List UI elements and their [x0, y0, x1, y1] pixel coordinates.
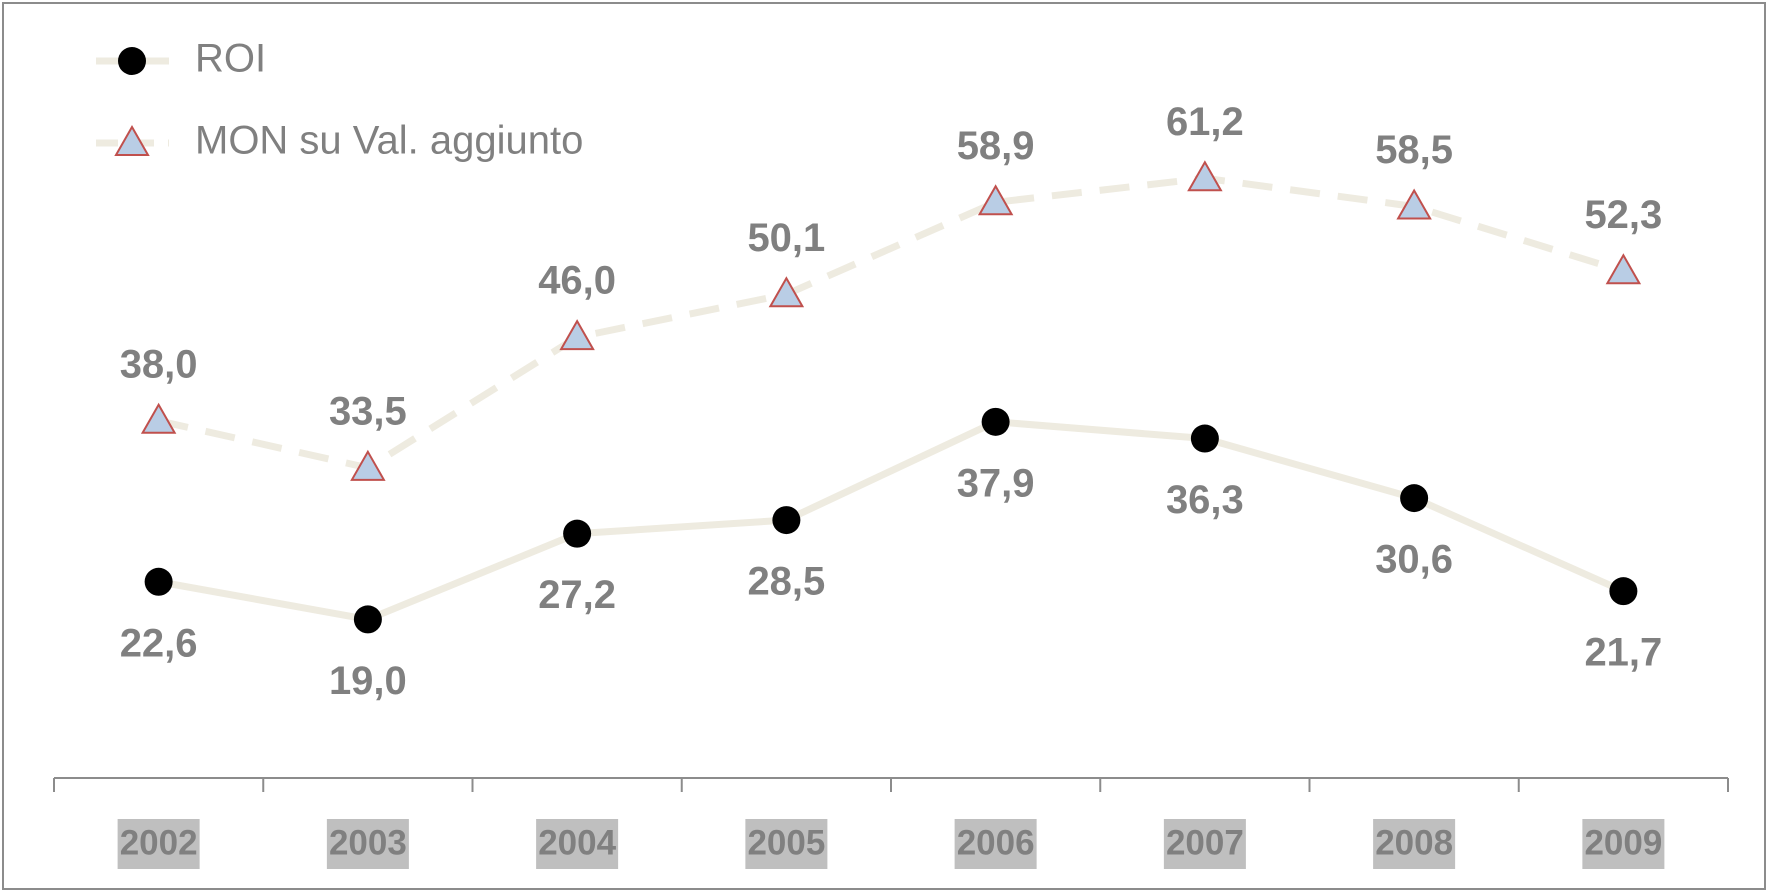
x-tick-label: 2004 — [538, 823, 616, 862]
data-label: 52,3 — [1584, 193, 1662, 237]
data-label: 30,6 — [1375, 538, 1453, 582]
point — [353, 605, 382, 634]
point — [140, 402, 177, 434]
data-label: 50,1 — [747, 216, 825, 260]
x-tick-label-bg — [326, 819, 409, 869]
data-label: 38,0 — [120, 342, 198, 386]
series-line — [157, 174, 1625, 472]
x-tick-label: 2007 — [1166, 823, 1244, 862]
x-tick-label-bg — [1582, 819, 1665, 869]
legend-label: MON su Val. aggiunto — [195, 119, 583, 163]
x-tick-label: 2002 — [120, 823, 198, 862]
data-label: 33,5 — [329, 389, 407, 433]
x-tick-label: 2005 — [747, 823, 825, 862]
point — [559, 319, 595, 351]
data-label: 46,0 — [538, 259, 616, 303]
series-line — [158, 418, 1625, 623]
x-tick-label-bg — [536, 819, 619, 869]
x-tick-label-bg — [954, 819, 1037, 869]
point — [981, 407, 1010, 436]
x-tick-label: 2003 — [329, 823, 407, 862]
data-label: 28,5 — [747, 560, 825, 604]
data-label: 37,9 — [957, 461, 1035, 505]
point — [1190, 424, 1219, 453]
legend-label: ROI — [195, 37, 266, 81]
data-label: 61,2 — [1166, 100, 1244, 144]
point — [1187, 160, 1223, 192]
x-tick-label-bg — [745, 819, 828, 869]
x-tick-label-bg — [1373, 819, 1456, 869]
point — [977, 184, 1014, 216]
point — [1400, 484, 1429, 513]
legend-marker — [118, 47, 146, 75]
x-tick-label: 2008 — [1375, 823, 1453, 862]
data-label: 58,9 — [957, 124, 1035, 168]
x-tick-label: 2009 — [1584, 823, 1662, 862]
point — [1396, 188, 1432, 220]
point — [772, 506, 801, 535]
data-label: 36,3 — [1166, 478, 1244, 522]
point — [350, 449, 386, 481]
legend-marker — [114, 124, 150, 156]
x-tick-label: 2006 — [957, 823, 1035, 862]
data-label: 58,5 — [1375, 128, 1453, 172]
data-label: 27,2 — [538, 573, 616, 617]
x-tick-label-bg — [1163, 819, 1246, 869]
x-tick-label-bg — [117, 819, 200, 869]
data-label: 21,7 — [1584, 631, 1662, 675]
point — [144, 567, 173, 596]
point — [768, 276, 805, 308]
point — [563, 519, 592, 548]
point — [1605, 253, 1642, 285]
point — [1609, 577, 1638, 606]
data-label: 22,6 — [120, 621, 198, 665]
data-label: 19,0 — [329, 659, 407, 703]
